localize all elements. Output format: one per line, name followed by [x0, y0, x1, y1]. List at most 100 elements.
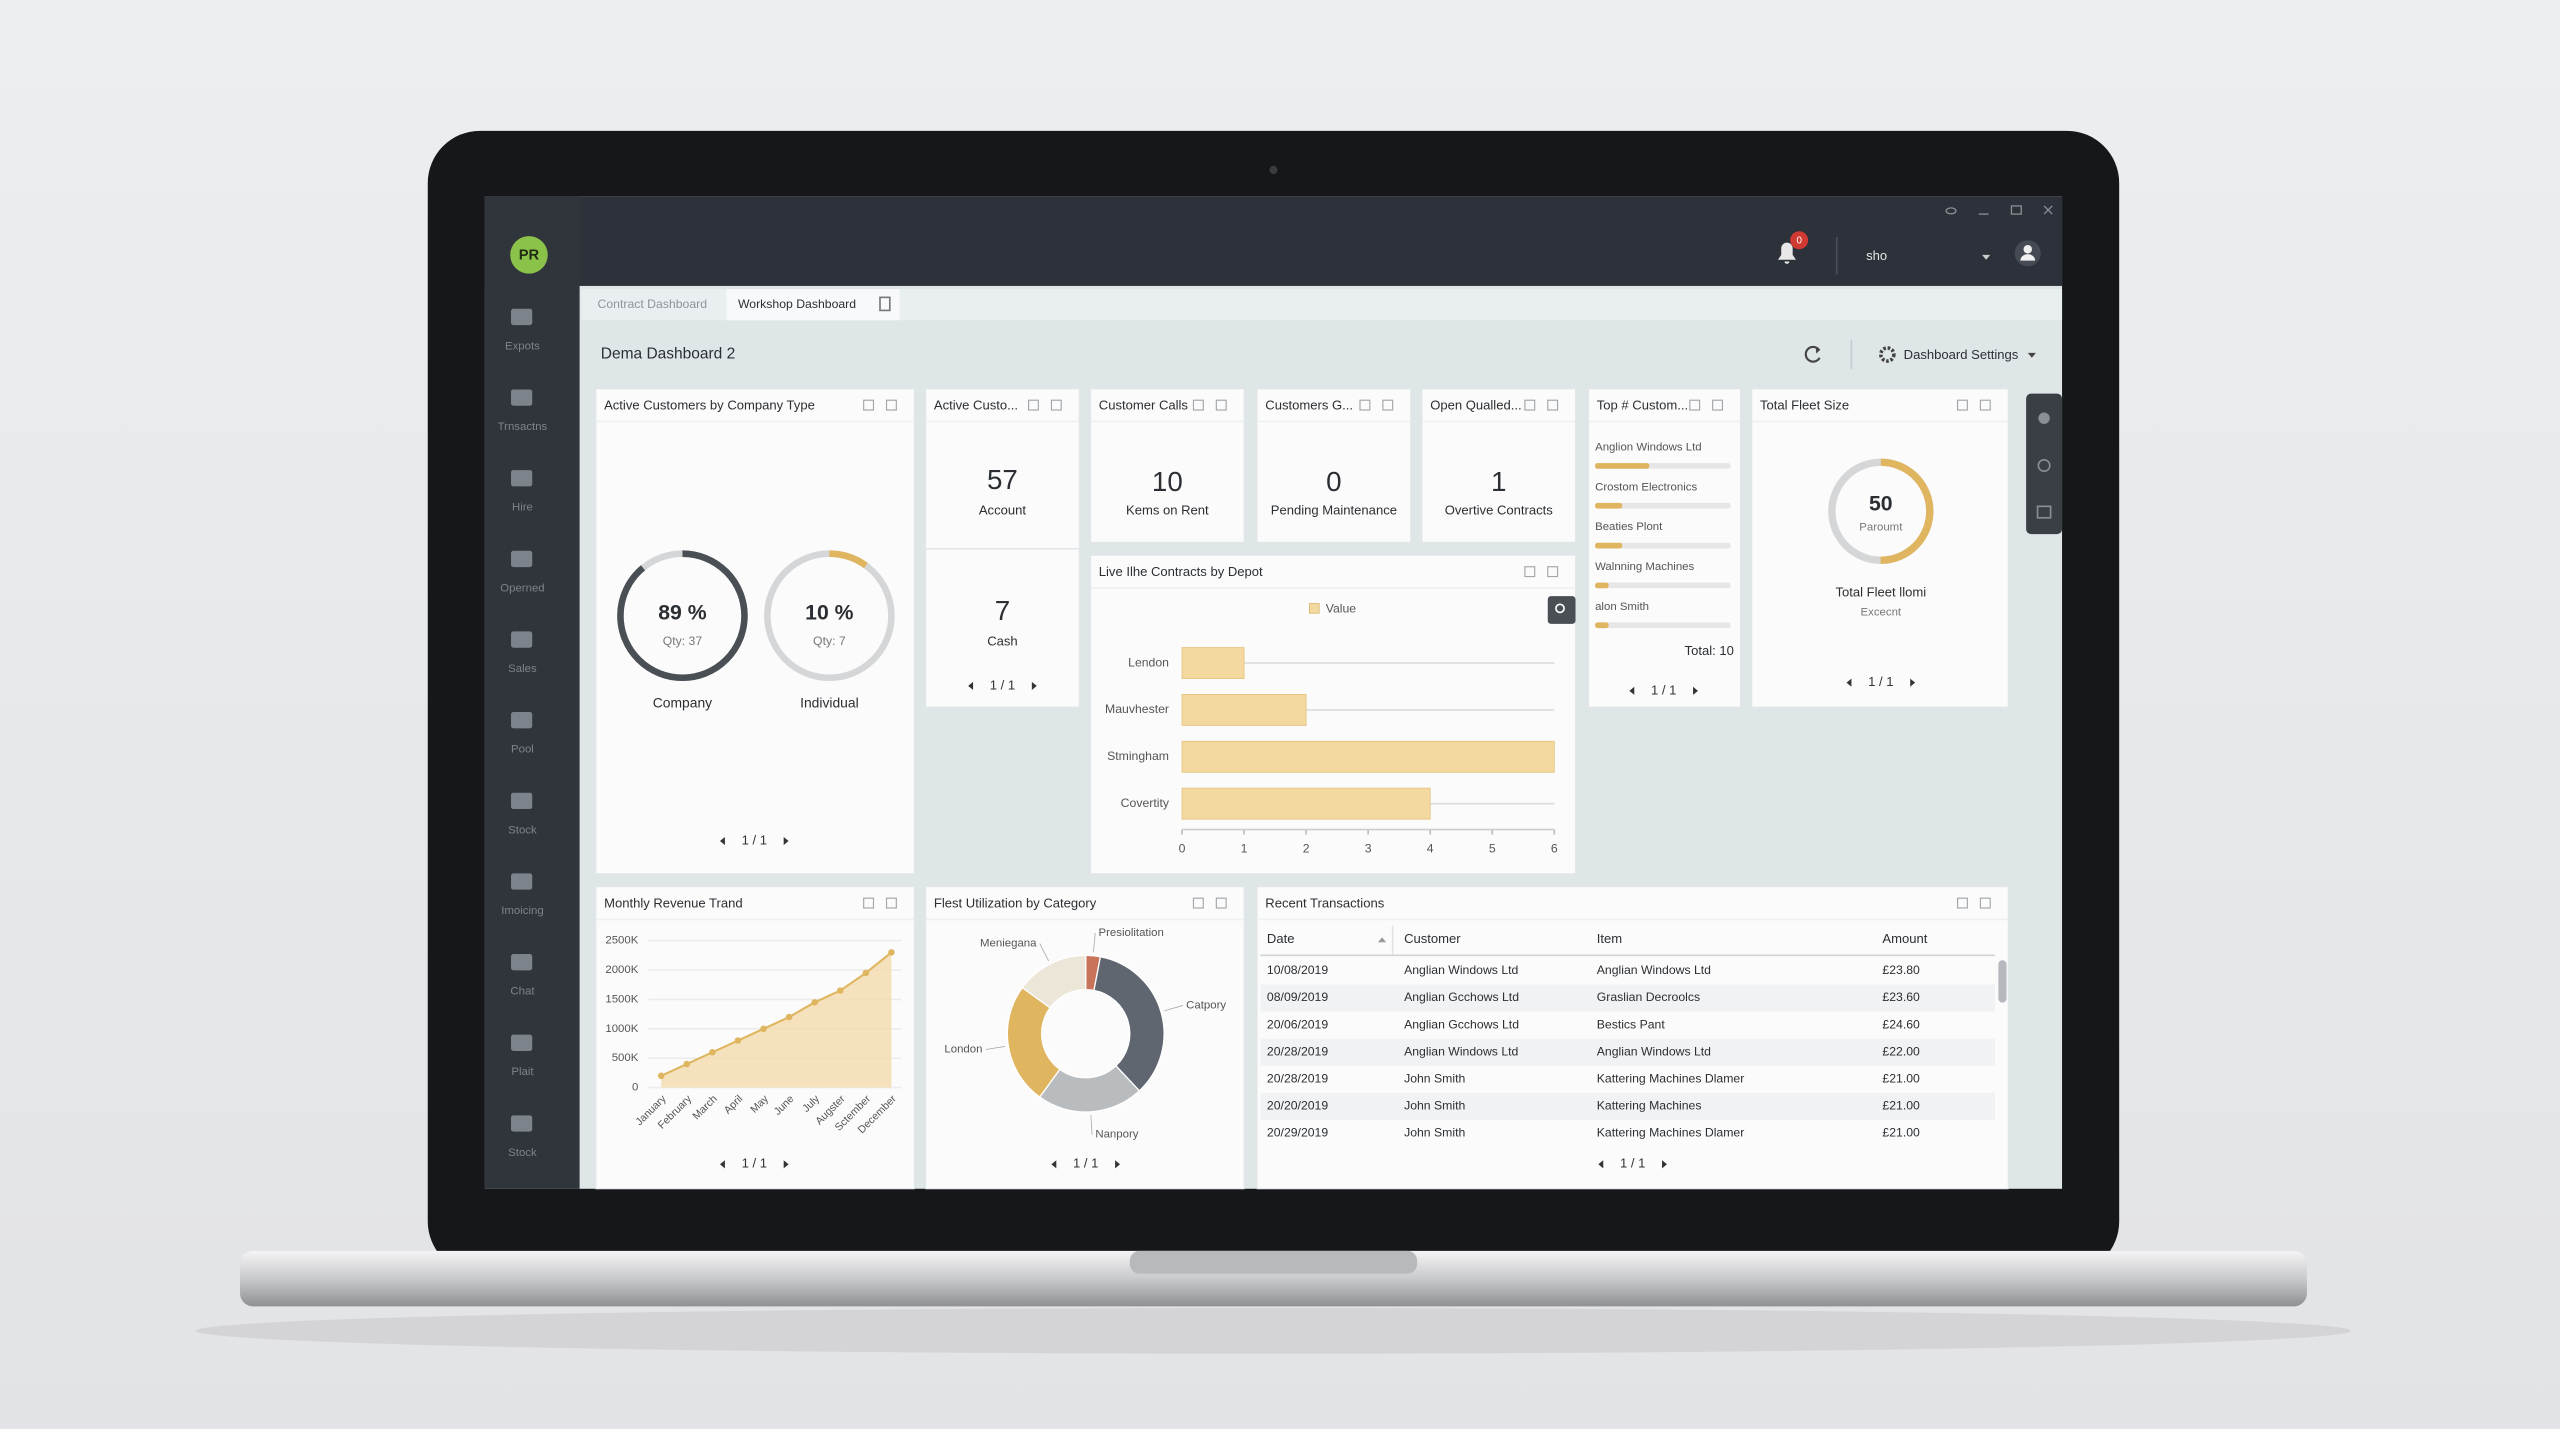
pager-prev[interactable] [1598, 1160, 1604, 1169]
widget-action[interactable] [1956, 897, 1968, 909]
gauge-arc [617, 550, 748, 682]
tab-icon[interactable] [879, 296, 891, 312]
table-cell: Bestics Pant [1597, 1017, 1666, 1031]
table-cell: Kattering Machines [1597, 1099, 1702, 1113]
widget-action[interactable] [1192, 399, 1204, 411]
pager-next[interactable] [1693, 686, 1698, 695]
widget-action[interactable] [1979, 897, 1991, 909]
active-tab[interactable] [726, 289, 900, 321]
widget-action[interactable] [1547, 399, 1559, 411]
bar-track [1595, 542, 1731, 549]
pager-prev[interactable] [720, 1160, 725, 1169]
user-name[interactable]: sho [1866, 248, 1887, 263]
widget-action[interactable] [1979, 399, 1991, 411]
widget-action[interactable] [1524, 399, 1536, 411]
sidebar-icon[interactable] [511, 792, 533, 810]
table-cell: Graslian Decroolcs [1597, 990, 1700, 1004]
bell-icon[interactable] [1777, 242, 1796, 264]
window-maximize[interactable] [2010, 205, 2022, 215]
toolbar-button[interactable] [2038, 412, 2050, 424]
sidebar-icon[interactable] [511, 308, 533, 326]
x-tick-label: 4 [1427, 841, 1434, 855]
widget-action[interactable] [1215, 399, 1227, 411]
bar-track [1595, 582, 1731, 589]
point [888, 949, 895, 956]
dashboard-settings[interactable]: Dashboard Settings [1904, 347, 2019, 362]
widget-action[interactable] [885, 897, 897, 909]
sidebar-label: Hire [512, 502, 533, 514]
y-tick-label: Mauvhester [1105, 702, 1169, 716]
widget-action[interactable] [1712, 399, 1724, 411]
widget-action[interactable] [1050, 399, 1062, 411]
column-header: Amount [1882, 931, 1927, 946]
window-eye[interactable] [1945, 207, 1957, 215]
pager-next[interactable] [1662, 1160, 1667, 1169]
pager-prev[interactable] [720, 836, 725, 846]
pager-next[interactable] [783, 1160, 789, 1169]
bar [1595, 622, 1609, 629]
sidebar-icon[interactable] [511, 389, 533, 406]
search-button[interactable] [1547, 596, 1576, 624]
widget-action[interactable] [1956, 399, 1968, 411]
widget-action[interactable] [1524, 566, 1536, 578]
gear-icon[interactable] [1879, 346, 1896, 363]
sidebar-icon[interactable] [511, 470, 533, 487]
refresh-icon[interactable] [1804, 345, 1821, 363]
laptop-notch [1129, 1250, 1418, 1274]
column-header: Item [1597, 931, 1623, 946]
legend-swatch [1308, 603, 1320, 614]
widget-action[interactable] [885, 399, 897, 411]
point [760, 1025, 767, 1033]
sidebar-icon[interactable] [511, 550, 533, 568]
table-cell: John Smith [1404, 1099, 1465, 1113]
widget-action[interactable] [863, 399, 875, 411]
y-tick-label: Lendon [1128, 655, 1169, 669]
pager-next[interactable] [1031, 681, 1037, 691]
pager-prev[interactable] [968, 681, 974, 691]
y-tick-label: 500K [612, 1052, 639, 1064]
pager: 1 / 1 [742, 1156, 767, 1171]
table-cell: £23.80 [1882, 963, 1920, 977]
gauge-name: Company [653, 695, 712, 711]
sidebar-icon[interactable] [511, 712, 533, 729]
pager-prev[interactable] [1846, 678, 1852, 687]
point [837, 987, 844, 994]
sidebar-icon[interactable] [511, 631, 533, 648]
widget-action[interactable] [863, 897, 875, 909]
widget-action[interactable] [1192, 897, 1204, 909]
sidebar-icon[interactable] [511, 1034, 533, 1051]
y-tick-label: 0 [632, 1082, 638, 1094]
settings-caret[interactable] [2027, 352, 2036, 358]
tab[interactable]: Contract Dashboard [598, 297, 708, 311]
widget-action[interactable] [1359, 399, 1371, 411]
widget-action[interactable] [1028, 399, 1039, 411]
pager-prev[interactable] [1629, 686, 1635, 695]
toolbar-button[interactable] [2036, 505, 2052, 519]
scrollbar[interactable] [1998, 960, 2007, 1003]
window-close[interactable] [2043, 205, 2053, 215]
pager-next[interactable] [1115, 1160, 1120, 1169]
widget [1256, 886, 2009, 1190]
pager-next[interactable] [783, 836, 789, 846]
logo[interactable] [510, 236, 548, 274]
pager-prev[interactable] [1051, 1160, 1057, 1169]
widget-action[interactable] [1689, 399, 1701, 411]
toolbar-button[interactable] [2037, 458, 2051, 473]
widget-action[interactable] [1215, 897, 1227, 909]
bar-track [1595, 502, 1731, 509]
gauge-qty: Qty: 37 [663, 634, 703, 648]
pager-next[interactable] [1910, 678, 1916, 687]
sort-icon[interactable] [1377, 937, 1387, 943]
widget-title: Open Qualled... [1430, 397, 1521, 412]
bar [1181, 740, 1555, 773]
tab[interactable]: Workshop Dashboard [738, 297, 856, 311]
sidebar-icon[interactable] [511, 954, 533, 971]
sidebar-icon[interactable] [511, 873, 533, 890]
widget-title: Active Customers by Company Type [604, 397, 815, 412]
widget-action[interactable] [1547, 566, 1559, 578]
point [862, 969, 870, 977]
sidebar-icon[interactable] [511, 1115, 533, 1132]
widget-action[interactable] [1382, 399, 1394, 411]
user-dropdown[interactable] [1982, 254, 1991, 260]
